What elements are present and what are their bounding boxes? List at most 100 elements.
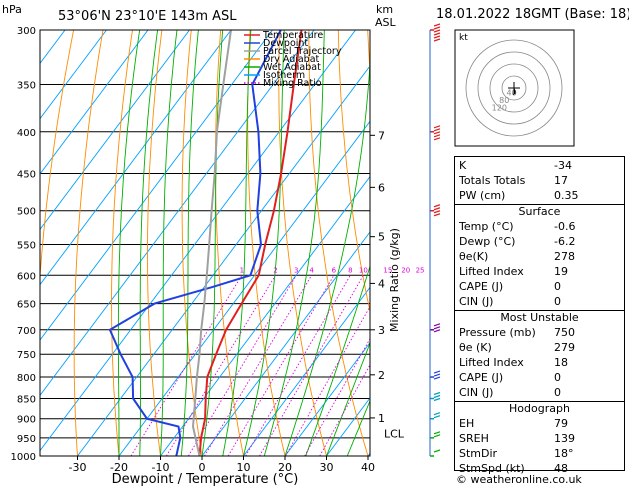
mixing-ratio-label: 6: [332, 266, 337, 274]
hodo-row: EH 79: [459, 417, 568, 430]
wind-barb-flag: [433, 38, 441, 42]
wind-barb-flag: [433, 32, 441, 36]
divider: [455, 310, 624, 311]
pressure-tick-label: 350: [17, 81, 36, 92]
wind-barb-flag: [433, 326, 441, 330]
isotherm-line: [201, 231, 370, 456]
wind-barb-flag: [433, 329, 441, 333]
unstable-title: Most Unstable: [500, 311, 579, 324]
hodograph-unit-label: kt: [459, 33, 468, 43]
mixing-ratio-label: 25: [416, 266, 425, 274]
x-axis-label: Dewpoint / Temperature (°C): [112, 472, 299, 486]
isotherm-line: [40, 30, 315, 397]
hodograph-ring-label: 80: [499, 96, 509, 105]
isotherm-line: [243, 286, 370, 456]
isotherm-line: [40, 30, 273, 341]
wind-barb-flag: [433, 394, 441, 399]
pressure-unit-label: hPa: [2, 3, 22, 16]
mixing-ratio-line: [259, 275, 364, 456]
wind-barb-flag: [433, 137, 441, 141]
unstable-row: Pressure (mb) 750: [459, 326, 575, 339]
dry-adiabat: [215, 30, 244, 456]
surface-row: θe(K) 278: [459, 250, 575, 263]
surface-row: Temp (°C) -0.6: [459, 220, 576, 233]
isotherm-line: [40, 30, 356, 452]
mixing-ratio-label: 10: [359, 266, 368, 274]
surface-row: CAPE (J) 0: [459, 280, 561, 293]
wet-adiabat: [284, 55, 370, 456]
wind-barb-flag: [433, 415, 441, 419]
wind-barb-flag: [433, 373, 441, 377]
mixing-ratio-line: [166, 275, 276, 456]
wind-barb-flag: [433, 431, 441, 435]
legend-label: Dry Adiabat: [263, 54, 320, 65]
pressure-tick-label: 700: [17, 326, 36, 337]
pressure-tick-label: 450: [17, 169, 36, 180]
hodograph-ring: [501, 75, 527, 101]
pressure-tick-label: 300: [17, 26, 36, 37]
legend-label: Temperature: [262, 30, 323, 41]
mixing-ratio-label: 15: [383, 266, 392, 274]
wet-adiabat: [263, 30, 325, 456]
wind-barb-flag: [433, 35, 441, 39]
unstable-row: CIN (J) 0: [459, 386, 561, 399]
surface-row: Dewp (°C) -6.2: [459, 235, 576, 248]
wind-barb-flag: [433, 128, 441, 132]
x-tick-label: 0: [199, 461, 206, 474]
hodograph-trace: [512, 88, 516, 96]
hodo-row: StmSpd (kt) 48: [459, 462, 568, 475]
wind-barb-flag: [433, 449, 441, 453]
pressure-tick-label: 650: [17, 300, 36, 311]
legend-label: Wet Adiabat: [263, 62, 321, 73]
x-tick-label: -30: [69, 461, 87, 474]
pressure-tick-label: 900: [17, 415, 36, 426]
index-row-pw: PW (cm) 0.35: [459, 189, 579, 202]
wind-barbs: [429, 23, 441, 457]
mixing-ratio-label: 1: [240, 266, 244, 274]
wet-adiabat: [346, 399, 370, 456]
wind-barb-flag: [433, 204, 441, 208]
wind-barb-flag: [433, 131, 441, 135]
km-tick-label: 4: [378, 277, 385, 290]
x-tick-label: -10: [152, 461, 170, 474]
wind-barb-flag: [433, 29, 441, 33]
wet-adiabat: [243, 30, 285, 456]
surface-row: CIN (J) 0: [459, 295, 561, 308]
wind-barb-flag: [433, 397, 441, 402]
height-unit-label-2: ASL: [375, 16, 397, 29]
wind-barb-flag: [433, 391, 441, 396]
isotherm-line: [40, 30, 107, 120]
isotherm-line: [118, 120, 370, 456]
divider: [455, 204, 624, 205]
x-tick-label: 10: [237, 461, 251, 474]
mixing-ratio-labels: 1 2 3 4 6 8 10 15 20 25: [240, 266, 425, 274]
wind-barb-flag: [433, 26, 441, 30]
hodograph-ring: [465, 39, 563, 137]
pressure-tick-label: 1000: [11, 452, 36, 463]
isotherm-line: [160, 175, 370, 456]
km-tick-label: 3: [378, 324, 385, 337]
unstable-row: Lifted Index 18: [459, 356, 568, 369]
wind-barb-flag: [433, 412, 441, 416]
wet-adiabat: [139, 30, 159, 456]
mixing-ratio-line: [204, 275, 312, 456]
mixing-ratio-label: 8: [348, 266, 352, 274]
mixing-ratio-axis-label: Mixing Ratio (g/kg): [388, 228, 401, 332]
x-tick-label: -20: [110, 461, 128, 474]
location-title: 53°06'N 23°10'E 143m ASL: [58, 9, 237, 24]
wind-barb-flag: [433, 207, 441, 211]
wet-adiabat: [305, 264, 370, 456]
pressure-tick-label: 400: [17, 128, 36, 139]
credit-label: © weatheronline.co.uk: [456, 473, 582, 486]
wet-adiabat: [160, 30, 178, 456]
hodograph-title: Hodograph: [509, 402, 570, 415]
wind-barb-flag: [433, 134, 441, 138]
dry-adiabat: [181, 30, 203, 456]
wind-barb-flag: [433, 376, 441, 380]
wind-barb-flag: [433, 213, 441, 217]
wind-barb-flag: [433, 210, 441, 214]
pressure-tick-label: 800: [17, 373, 36, 384]
dry-adiabat: [40, 30, 75, 282]
